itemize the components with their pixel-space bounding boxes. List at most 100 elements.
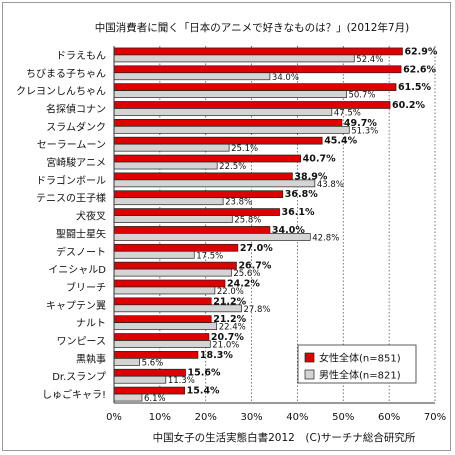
category-label: 名探偵コナン [46,102,106,115]
category-label: ドラえもん [56,50,106,62]
x-tick-label: 10% [149,412,171,423]
data-label-male: 6.1% [144,394,166,404]
data-label-female: 21.2% [213,314,246,325]
data-label-female: 15.6% [188,368,221,379]
category-label: スラムダンク [46,120,106,133]
category-label: ナルト [76,318,106,330]
bar-female [113,279,226,288]
bar-male [113,161,218,170]
bar-male [113,375,167,384]
bar-female [113,368,186,377]
x-tick-label: 70% [424,412,446,423]
bar-male [113,250,195,259]
category-label: イニシャルD [48,265,106,276]
category-label: ブリーチ [66,281,106,294]
data-label-male: 22.4% [219,323,246,333]
bar-male [113,143,230,152]
data-label-female: 62.9% [404,46,437,57]
data-label-male: 21.0% [212,341,239,351]
data-label-female: 15.4% [187,386,220,397]
axes [113,46,435,404]
bar-male [113,72,271,81]
data-label-male: 34.0% [272,73,299,83]
data-label-male: 22.0% [217,287,244,297]
x-tick-label: 60% [378,412,400,423]
x-tick-label: 20% [195,412,217,423]
data-label-male: 51.3% [351,126,378,136]
bar-female [113,65,402,74]
data-label-female: 62.6% [403,64,436,75]
x-tick-label: 30% [240,412,262,423]
bar-female [113,47,403,56]
data-label-male: 22.5% [219,162,246,172]
bar-male [113,322,218,331]
x-tick-label: 50% [332,412,354,423]
data-label-female: 49.7% [344,118,377,129]
bar-female [113,261,237,270]
bar-female [113,101,391,109]
data-label-male: 52.4% [356,55,383,65]
bar-female [113,386,185,395]
category-label: 犬夜叉 [76,210,106,223]
data-label-female: 36.8% [285,189,318,200]
bar-male [113,340,211,348]
category-label: 黒執事 [76,352,106,365]
bar-female [113,226,271,234]
bar-female [113,83,397,91]
bar-female [113,190,284,199]
bar-male [113,268,232,277]
bar-male [113,393,143,402]
data-label-female: 24.2% [227,278,260,289]
bar-female [113,315,212,324]
x-tick-label: 40% [286,412,308,423]
legend-box [297,344,417,384]
category-label: しゅごキャラ! [42,388,106,401]
data-label-female: 36.1% [282,207,315,218]
bar-female [113,297,212,306]
bar-male [113,108,333,116]
data-label-female: 26.7% [238,261,271,272]
bar-male [113,286,216,295]
bar-male [113,125,350,134]
bar-male [113,179,316,188]
category-label: Dr.スランプ [52,371,106,383]
data-label-female: 21.2% [213,296,246,307]
chart-title: 中国消費者に聞く「日本のアニメで好きなものは？」(2012年7月) [95,21,409,34]
category-label: 聖闘士星矢 [56,227,106,240]
category-label: クレヨンしんちゃん [16,86,106,98]
category-label: ワンピース [57,336,107,348]
legend-swatch [304,352,315,363]
legend: 女性全体(n=851) 男性全体(n=821) [297,344,417,384]
data-label-female: 45.4% [324,136,357,147]
data-label-male: 27.8% [243,305,270,315]
bar-female [113,118,343,127]
data-label-male: 5.6% [142,358,164,368]
data-label-male: 47.5% [334,108,361,118]
category-label: ドラゴンボール [36,174,106,187]
data-label-male: 43.8% [317,180,344,190]
data-label-male: 25.6% [233,269,260,279]
data-label-female: 18.3% [200,350,233,361]
legend-swatch [304,369,315,380]
bar-male [113,215,233,223]
data-label-male: 25.1% [231,144,258,154]
category-label: セーラームーン [37,139,106,151]
chart-footer: 中国女子の生活実態白書2012 (C)サーチナ総合研究所 [153,431,416,444]
bar-female [113,333,210,341]
category-labels: ドラえもんちびまる子ちゃんクレヨンしんちゃん名探偵コナンスラムダンクセーラームー… [16,50,106,401]
category-label: ちびまる子ちゃん [26,68,106,80]
x-tick-label: 0% [106,412,122,423]
data-label-male: 23.8% [225,198,252,208]
x-tick-labels: 0% 10% 20% 30% 40% 50% 60% 70% [106,412,446,423]
bar-male [113,90,347,98]
data-label-female: 38.9% [294,171,327,182]
category-label: キャプテン翼 [46,300,106,312]
bar-female [113,208,280,216]
data-label-male: 50.7% [348,91,375,101]
data-label-male: 17.5% [196,251,223,261]
bar-male [113,197,224,206]
bar-male [113,358,141,366]
category-label: 宮崎駿アニメ [46,156,106,169]
data-label-male: 25.8% [234,216,261,226]
